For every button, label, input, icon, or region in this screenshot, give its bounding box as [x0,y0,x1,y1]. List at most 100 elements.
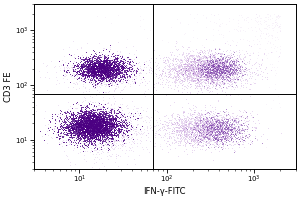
Point [127,74,132,77]
Point [74,115,78,118]
Point [103,63,108,66]
Point [111,102,116,105]
Point [196,80,201,83]
Point [98,126,102,129]
Point [113,61,118,64]
Point [115,71,120,74]
Point [171,126,176,129]
Point [107,66,112,69]
Point [254,56,259,59]
Point [82,117,87,120]
Point [113,132,118,135]
Point [207,91,212,94]
Point [90,119,94,122]
Point [198,120,203,123]
Point [124,128,129,131]
Point [118,67,123,70]
Point [88,118,93,121]
Point [118,57,123,60]
Point [112,77,116,80]
Point [220,131,225,134]
Point [101,132,106,135]
Point [151,48,156,51]
Point [226,78,230,81]
Point [99,67,104,70]
Point [231,71,236,74]
Point [106,109,111,112]
Point [182,140,187,143]
Point [192,60,197,63]
Point [123,126,128,129]
Point [113,117,118,120]
Point [84,116,89,119]
Point [225,130,230,133]
Point [215,70,220,73]
Point [95,130,100,134]
Point [228,136,233,140]
Point [190,78,194,81]
Point [212,54,217,58]
Point [71,59,76,63]
Point [91,130,96,133]
Point [92,68,97,71]
Point [206,69,211,72]
Point [87,71,92,75]
Point [91,68,96,71]
Point [113,85,118,88]
Point [80,123,85,127]
Point [106,133,111,136]
Point [92,68,96,71]
Point [113,68,118,71]
Point [275,23,280,26]
Point [80,129,85,132]
Point [223,56,228,59]
Point [224,124,228,127]
Point [104,65,109,68]
Point [65,124,70,128]
Point [201,56,206,59]
Point [198,128,203,131]
Point [112,133,117,136]
Point [81,135,86,138]
Point [212,77,216,80]
Point [198,70,203,73]
Point [193,129,198,132]
Point [186,66,191,69]
Point [162,75,167,78]
Point [122,134,127,137]
Point [197,65,202,68]
Point [70,126,75,129]
Point [196,72,201,75]
Point [88,70,92,73]
Point [214,123,219,126]
Point [99,117,104,121]
Point [99,65,104,69]
Point [110,76,115,79]
Point [92,73,97,76]
Point [102,75,106,78]
Point [105,63,110,67]
Point [91,118,96,122]
Point [114,57,118,60]
Point [190,73,195,76]
Point [188,139,193,142]
Point [151,142,155,145]
Point [76,127,81,130]
Point [221,121,226,124]
Point [236,78,241,81]
Point [211,129,216,132]
Point [95,68,100,71]
Point [124,130,129,134]
Point [243,82,248,85]
Point [83,73,88,76]
Point [105,57,110,60]
Point [205,70,209,74]
Point [120,123,125,126]
Point [212,72,216,75]
Point [184,59,189,62]
Point [121,139,126,142]
Point [75,127,80,130]
Point [118,80,122,83]
Point [96,127,101,130]
Point [183,66,188,70]
